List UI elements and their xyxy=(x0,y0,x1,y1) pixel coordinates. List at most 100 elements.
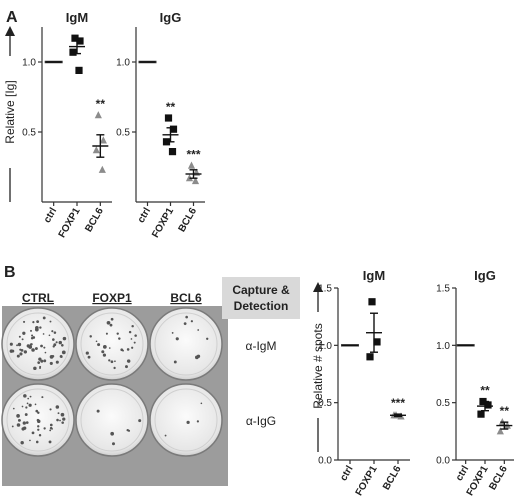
plate-spot xyxy=(42,333,45,335)
plate-spot xyxy=(138,419,142,423)
plate-spot xyxy=(17,342,22,347)
x-tick-label: ctrl xyxy=(454,464,471,483)
plate-spot xyxy=(29,439,31,442)
plate-spot xyxy=(43,359,47,363)
plate-spot xyxy=(62,417,66,421)
foxp1-point xyxy=(71,34,79,42)
plate-spot xyxy=(185,315,188,319)
photo-column-bcl6: BCL6 xyxy=(170,291,202,305)
plate-spot xyxy=(32,321,35,324)
plate-spot xyxy=(55,405,60,409)
plate-spot xyxy=(30,336,34,340)
photo-column-foxp1: FOXP1 xyxy=(92,291,132,305)
plate-spot xyxy=(130,338,133,340)
plate-spot xyxy=(37,361,41,364)
plate-spot xyxy=(9,349,14,353)
plate-well-rim xyxy=(80,388,144,452)
plate-spot xyxy=(134,334,137,337)
foxp1-point xyxy=(477,410,485,418)
plate-spot xyxy=(20,348,24,352)
plate-spot xyxy=(164,434,167,437)
plate-spot xyxy=(28,403,32,407)
bcl6-point xyxy=(98,165,106,173)
plate-spot xyxy=(34,347,38,350)
foxp1-point xyxy=(164,114,173,122)
x-tick-label: FOXP1 xyxy=(354,464,380,498)
significance-label: ** xyxy=(480,384,490,398)
foxp1-point xyxy=(373,338,381,346)
bcl6-point xyxy=(92,146,100,154)
plate-well xyxy=(149,307,223,381)
plate-spot xyxy=(51,354,55,358)
plate-spot xyxy=(49,423,53,427)
y-tick-label: 0.5 xyxy=(116,128,130,139)
plate-well-rim xyxy=(154,312,218,376)
plate-spot xyxy=(23,350,28,354)
plate-spot xyxy=(41,396,44,399)
panel-b-ylabel: Relative # spots xyxy=(311,323,325,408)
y-tick-label: 1.5 xyxy=(318,284,332,295)
plate-spot xyxy=(36,320,40,324)
row-label-igg: α-IgG xyxy=(246,414,276,428)
plate-spot xyxy=(133,341,136,344)
chart-title: IgG xyxy=(474,268,496,283)
bcl6-point xyxy=(99,136,107,144)
y-tick-label: 1.0 xyxy=(436,341,450,352)
plate-well xyxy=(149,383,223,457)
plate-spot xyxy=(24,413,28,416)
x-tick-label: BCL6 xyxy=(487,464,510,492)
plate-spot xyxy=(111,442,115,446)
plate-spot xyxy=(43,346,46,349)
plate-spot xyxy=(173,360,177,364)
x-tick-label: BCL6 xyxy=(381,464,404,492)
plate-spot xyxy=(55,341,58,344)
y-tick-label: 0.5 xyxy=(436,398,450,409)
y-tick-label: 1.0 xyxy=(22,58,36,69)
plate-spot xyxy=(89,335,92,338)
panel-a-ylabel-arrowhead xyxy=(5,26,15,36)
plate-spot xyxy=(53,331,57,334)
x-tick-label: FOXP1 xyxy=(57,206,83,240)
foxp1-point xyxy=(69,48,77,56)
plate-spot xyxy=(131,324,134,328)
plate-spot xyxy=(31,334,34,337)
plate-spot xyxy=(26,402,29,405)
significance-label: *** xyxy=(391,396,405,410)
plate-spot xyxy=(186,420,190,424)
plate-spot xyxy=(59,419,61,422)
plate-spot xyxy=(16,354,20,358)
plate-spot xyxy=(105,332,108,335)
plate-spot xyxy=(35,409,39,413)
plate-spot xyxy=(61,421,64,424)
plate-well-rim xyxy=(6,388,70,452)
plate-spot xyxy=(27,397,30,400)
plate-spot xyxy=(53,343,57,347)
bcl6-point xyxy=(187,161,196,169)
plate-spot xyxy=(34,403,37,406)
panel-b-letter: B xyxy=(4,264,16,281)
plate-spot xyxy=(108,359,111,362)
plate-spot xyxy=(175,337,179,341)
plate-spot xyxy=(40,344,43,348)
plate-spot xyxy=(25,421,29,424)
plate-spot xyxy=(51,427,53,430)
plate-spot xyxy=(21,405,24,408)
plate-spot xyxy=(114,360,116,363)
plate-spot xyxy=(29,343,33,346)
plate-spot xyxy=(31,431,35,435)
plate-spot xyxy=(12,407,15,410)
plate-spot xyxy=(22,421,26,425)
x-tick-label: FOXP1 xyxy=(150,206,176,240)
plate-spot xyxy=(109,323,113,327)
plate-spot xyxy=(126,359,131,363)
chart-title: IgM xyxy=(363,268,385,283)
foxp1-point xyxy=(484,401,492,409)
plate-spot xyxy=(26,344,30,348)
y-tick-label: 0.0 xyxy=(318,456,332,467)
plate-spot xyxy=(131,346,134,349)
plate-well xyxy=(75,383,149,457)
plate-spot xyxy=(60,355,63,358)
foxp1-point xyxy=(366,353,374,361)
plate-spot xyxy=(39,367,41,369)
